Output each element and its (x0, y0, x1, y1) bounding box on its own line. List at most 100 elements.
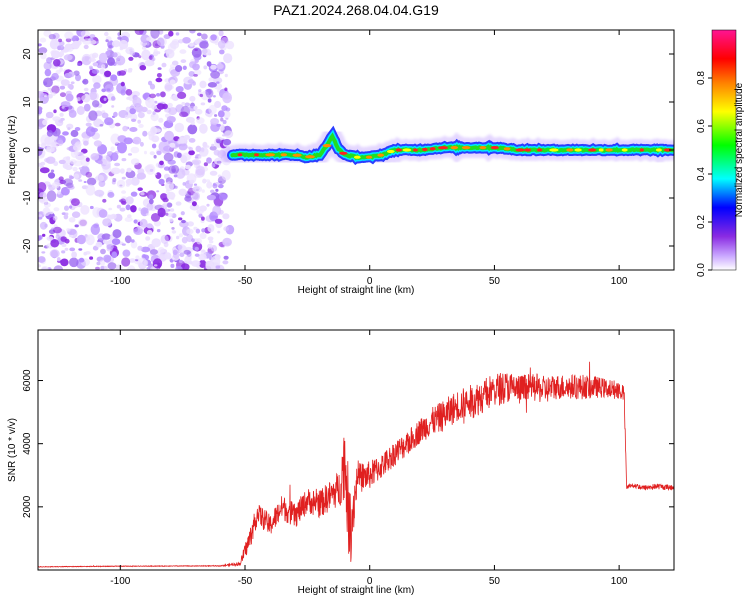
snr-panel: -100 -50 0 50 100 2000 4000 6000 Height of str… (7, 329, 675, 596)
x-tick-label: -50 (238, 276, 253, 287)
noise-blob (175, 65, 183, 72)
noise-blob (130, 239, 135, 243)
noise-blob (182, 65, 187, 71)
noise-blob (43, 77, 53, 88)
noise-blob (217, 110, 225, 118)
snr-x-label: Height of straight line (km) (298, 585, 415, 596)
noise-blob (132, 136, 142, 145)
noise-blob (184, 102, 191, 107)
noise-blob (145, 236, 151, 241)
chart-title: PAZ1.2024.268.04.04.G19 (273, 2, 439, 18)
noise-blob (98, 52, 108, 63)
noise-blob (180, 155, 188, 164)
noise-blob (165, 212, 169, 216)
noise-blob (38, 214, 42, 218)
noise-blob (199, 232, 207, 240)
ridge-hotspot (305, 155, 315, 159)
noise-blob (225, 117, 229, 120)
noise-blob (45, 117, 49, 121)
noise-blob (99, 68, 105, 75)
noise-blob (194, 48, 198, 52)
noise-blob (205, 145, 210, 148)
noise-blob (157, 247, 165, 254)
noise-blob (92, 75, 102, 85)
noise-blob (105, 39, 109, 43)
noise-blob (159, 160, 164, 166)
noise-blob (59, 85, 66, 90)
noise-blob (119, 39, 129, 50)
noise-blob (198, 155, 202, 159)
noise-blob (210, 70, 221, 79)
noise-blob (123, 137, 133, 145)
noise-blob (112, 52, 118, 58)
noise-blob (107, 57, 115, 66)
noise-blob (202, 178, 207, 184)
noise-blob (201, 216, 205, 221)
noise-blob (207, 98, 212, 103)
noise-blob (210, 189, 215, 194)
ridge-hotspot (621, 148, 628, 152)
ridge-hotspot (536, 148, 543, 152)
noise-blob (177, 137, 187, 144)
noise-blob (223, 226, 230, 231)
noise-blob (55, 69, 61, 75)
noise-blob (125, 204, 131, 211)
noise-blob (111, 251, 118, 259)
noise-blob (45, 111, 54, 119)
noise-blob (222, 119, 227, 125)
noise-blob (141, 46, 147, 50)
noise-blob (66, 182, 74, 189)
noise-blob (207, 243, 213, 249)
noise-blob (74, 127, 81, 131)
noise-blob (151, 143, 157, 149)
noise-blob (100, 248, 106, 255)
noise-blob (189, 30, 196, 34)
noise-blob (92, 54, 96, 59)
noise-blob (76, 234, 86, 245)
noise-blob (164, 130, 175, 141)
noise-blob (50, 92, 57, 96)
noise-blob (193, 69, 202, 76)
noise-blob (135, 255, 140, 260)
noise-blob (39, 191, 47, 199)
noise-blob (194, 59, 199, 63)
noise-blob (174, 122, 185, 133)
noise-blob (117, 142, 127, 154)
noise-blob (206, 61, 212, 67)
noise-blob (181, 236, 188, 244)
noise-blob (70, 81, 75, 84)
noise-blob (180, 59, 187, 63)
noise-blob (177, 244, 186, 251)
noise-blob (138, 123, 144, 128)
noise-blob (89, 205, 94, 210)
noise-blob (51, 227, 55, 230)
noise-blob (39, 37, 47, 43)
noise-blob (98, 209, 108, 218)
spectrogram-x-ticks: -100 -50 0 50 100 (110, 30, 628, 287)
ridge-hotspot (365, 155, 373, 159)
noise-blob (78, 167, 82, 170)
noise-blob (189, 203, 200, 211)
noise-blob (124, 114, 129, 120)
noise-blob (224, 73, 228, 78)
noise-blob (107, 191, 115, 198)
noise-blob (42, 119, 48, 126)
noise-blob (184, 164, 191, 170)
noise-blob (206, 203, 210, 207)
noise-blob (46, 57, 53, 64)
ridge-hotspot (515, 148, 525, 152)
noise-blob (191, 138, 195, 142)
noise-blob (188, 150, 195, 156)
noise-blob (64, 205, 69, 211)
noise-blob (39, 167, 50, 174)
noise-blob (148, 198, 154, 205)
noise-blob (60, 79, 70, 86)
colorbar-tick-label: 0.4 (696, 167, 707, 181)
noise-blob (69, 175, 74, 180)
noise-blob (148, 55, 153, 60)
noise-blob (210, 64, 217, 70)
noise-blob (158, 178, 165, 185)
noise-blob (49, 211, 54, 215)
noise-blob (89, 34, 96, 39)
noise-blob (192, 63, 200, 71)
